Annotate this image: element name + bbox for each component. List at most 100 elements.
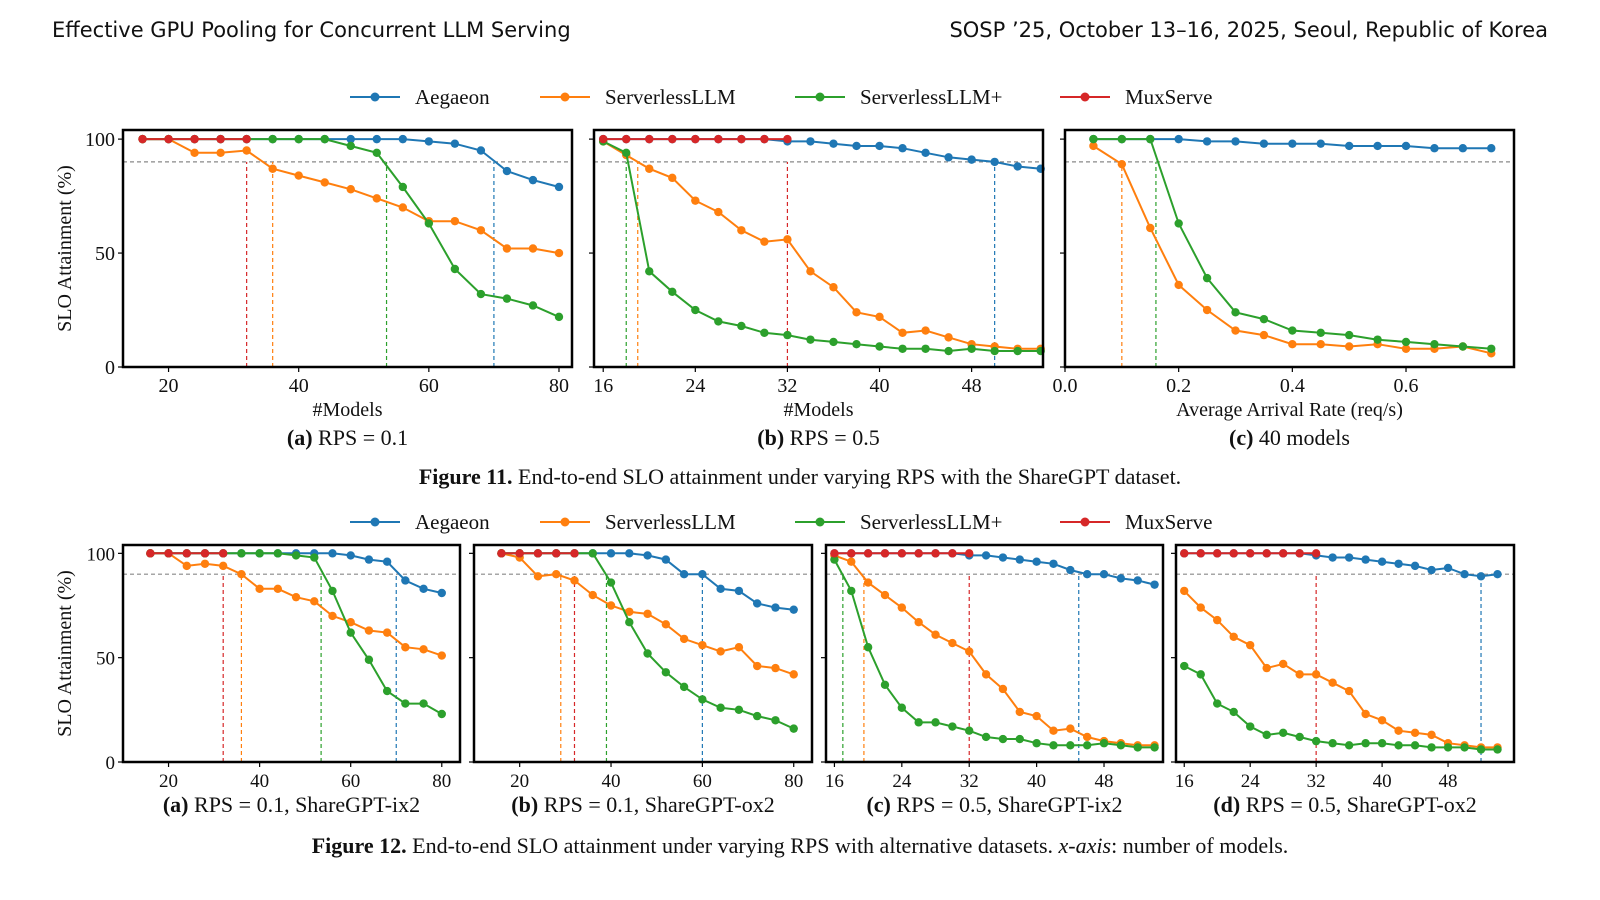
f12d-point-serverlessllm-plus xyxy=(1229,707,1238,717)
f11b-point-muxserve xyxy=(714,134,723,144)
f11c-point-serverlessllm-plus xyxy=(1146,134,1155,144)
f12c-point-serverlessllm xyxy=(931,630,940,639)
f11b-point-aegaeon xyxy=(852,141,861,151)
f12c-point-serverlessllm xyxy=(1032,711,1041,721)
f12c-point-aegaeon xyxy=(1066,565,1075,575)
f12a-x-tick-label: 80 xyxy=(432,771,451,792)
f11b-point-muxserve xyxy=(645,134,654,144)
f11a-point-serverlessllm xyxy=(372,194,381,203)
f12c-point-muxserve xyxy=(965,549,974,558)
f12a-point-serverlessllm xyxy=(328,611,337,621)
f11a-y-tick-label: 50 xyxy=(95,243,115,265)
f11b-point-serverlessllm xyxy=(714,207,723,217)
f12b-point-serverlessllm-plus xyxy=(734,705,744,715)
f12c-subcaption: (c) RPS = 0.5, ShareGPT-ix2 xyxy=(866,792,1122,817)
fig11-legend-marker-serverlessllm-plus xyxy=(815,92,825,102)
f11a-point-aegaeon xyxy=(554,182,564,192)
f12d-series-line-serverlessllm xyxy=(1183,590,1498,749)
f12c-point-serverlessllm-plus xyxy=(1032,739,1041,748)
f11b-point-serverlessllm-plus xyxy=(760,328,769,338)
figure-12-axis-rest: : number of models. xyxy=(1111,833,1289,858)
f11c-plot-frame xyxy=(1063,128,1516,369)
f11a-point-muxserve xyxy=(138,134,147,144)
f11c-x-tick-label: 0.0 xyxy=(1053,375,1078,397)
f11c-x-axis-label: Average Arrival Rate (req/s) xyxy=(1176,399,1403,421)
f12a-series-line-serverlessllm-plus xyxy=(150,552,443,715)
page-header: Effective GPU Pooling for Concurrent LLM… xyxy=(52,18,1548,48)
f11a-point-serverlessllm-plus xyxy=(346,141,355,151)
f12c-point-muxserve xyxy=(914,549,923,558)
f12b-point-aegaeon xyxy=(789,605,798,614)
f12d-x-tick-label: 48 xyxy=(1439,771,1458,792)
f11c-point-serverlessllm-plus xyxy=(1344,330,1354,340)
f12a-subcaption-label: (a) xyxy=(163,792,194,817)
f11a-point-aegaeon xyxy=(450,139,460,148)
f12c-point-serverlessllm-plus xyxy=(1116,741,1126,750)
f12a-point-muxserve xyxy=(182,549,191,558)
f12a-point-serverlessllm xyxy=(182,561,191,571)
f12d-point-serverlessllm-plus xyxy=(1476,745,1486,754)
f11b-subcaption: (b) RPS = 0.5 xyxy=(757,425,879,450)
f12b-point-aegaeon xyxy=(625,549,634,558)
f12c-point-muxserve xyxy=(931,549,940,558)
f12d-subcaption: (d) RPS = 0.5, ShareGPT-ox2 xyxy=(1213,792,1476,817)
f11c-point-serverlessllm xyxy=(1089,141,1098,151)
f11c-subcaption-text: 40 models xyxy=(1259,425,1350,450)
f12c-point-serverlessllm-plus xyxy=(880,680,890,689)
f11b-point-serverlessllm xyxy=(806,267,815,276)
f12c-point-serverlessllm-plus xyxy=(1015,734,1024,744)
f12b-point-aegaeon xyxy=(716,584,725,594)
f11a-series-line-serverlessllm xyxy=(142,138,560,255)
f11c-point-serverlessllm-plus xyxy=(1401,337,1411,347)
f12d-x-tick-label: 32 xyxy=(1307,771,1326,792)
f12d-point-aegaeon xyxy=(1361,555,1370,564)
f11c-point-aegaeon xyxy=(1373,141,1382,151)
f12c-point-aegaeon xyxy=(1082,570,1092,579)
f12d-point-muxserve xyxy=(1311,549,1321,558)
f11b-point-serverlessllm-plus xyxy=(921,344,930,353)
f12c-point-serverlessllm xyxy=(948,638,957,648)
f12c-point-aegaeon xyxy=(1032,557,1041,566)
f12a-point-serverlessllm-plus xyxy=(273,549,283,558)
fig12-legend-label-muxserve: MuxServe xyxy=(1125,510,1213,534)
f11a-point-serverlessllm xyxy=(476,226,486,235)
f12d-point-serverlessllm-plus xyxy=(1262,730,1271,740)
f12b-point-serverlessllm-plus xyxy=(679,682,689,692)
f12c-point-muxserve xyxy=(847,549,856,558)
f12b-subcaption-label: (b) xyxy=(511,792,543,817)
f12b-point-muxserve xyxy=(552,549,561,558)
f11a-point-aegaeon xyxy=(424,137,434,146)
f11c-point-aegaeon xyxy=(1487,144,1496,153)
f12b-point-aegaeon xyxy=(661,555,671,564)
f12d-point-serverlessllm-plus xyxy=(1427,743,1436,752)
f12c-x-tick-label: 16 xyxy=(825,771,844,792)
figure-12-axis-label: x-axis xyxy=(1058,833,1112,858)
f12c-point-aegaeon xyxy=(1015,555,1024,564)
f12b-plot-frame xyxy=(472,543,814,764)
f12a-point-serverlessllm xyxy=(401,643,410,652)
f12d-point-serverlessllm-plus xyxy=(1213,699,1222,708)
f12b-point-aegaeon xyxy=(771,603,780,612)
f12d-point-serverlessllm xyxy=(1410,728,1420,737)
f12a-point-serverlessllm-plus xyxy=(419,699,428,708)
f12d-point-aegaeon xyxy=(1493,570,1502,579)
fig12-legend-marker-serverlessllm-plus xyxy=(815,517,825,527)
f12a-point-muxserve xyxy=(200,549,210,558)
f11b-point-serverlessllm xyxy=(737,226,746,235)
f12c-point-serverlessllm xyxy=(998,684,1008,694)
f12b-point-serverlessllm xyxy=(716,647,725,656)
f12b-point-serverlessllm-plus xyxy=(643,649,652,658)
f11c-point-serverlessllm xyxy=(1146,223,1155,233)
f12a-point-serverlessllm xyxy=(437,651,446,660)
f11c-point-aegaeon xyxy=(1174,134,1183,144)
f11c-point-serverlessllm-plus xyxy=(1089,134,1098,144)
f12b-point-aegaeon xyxy=(734,586,744,596)
f12d-point-serverlessllm-plus xyxy=(1278,728,1288,737)
f11a-x-tick-label: 20 xyxy=(159,375,179,397)
f11a-point-serverlessllm-plus xyxy=(294,134,303,144)
f11c-subcaption-label: (c) xyxy=(1229,425,1259,450)
f11b-point-aegaeon xyxy=(944,153,953,162)
f12c-point-serverlessllm xyxy=(897,603,907,612)
f12b-x-tick-label: 80 xyxy=(784,771,803,792)
f11b-x-tick-label: 24 xyxy=(685,375,705,397)
